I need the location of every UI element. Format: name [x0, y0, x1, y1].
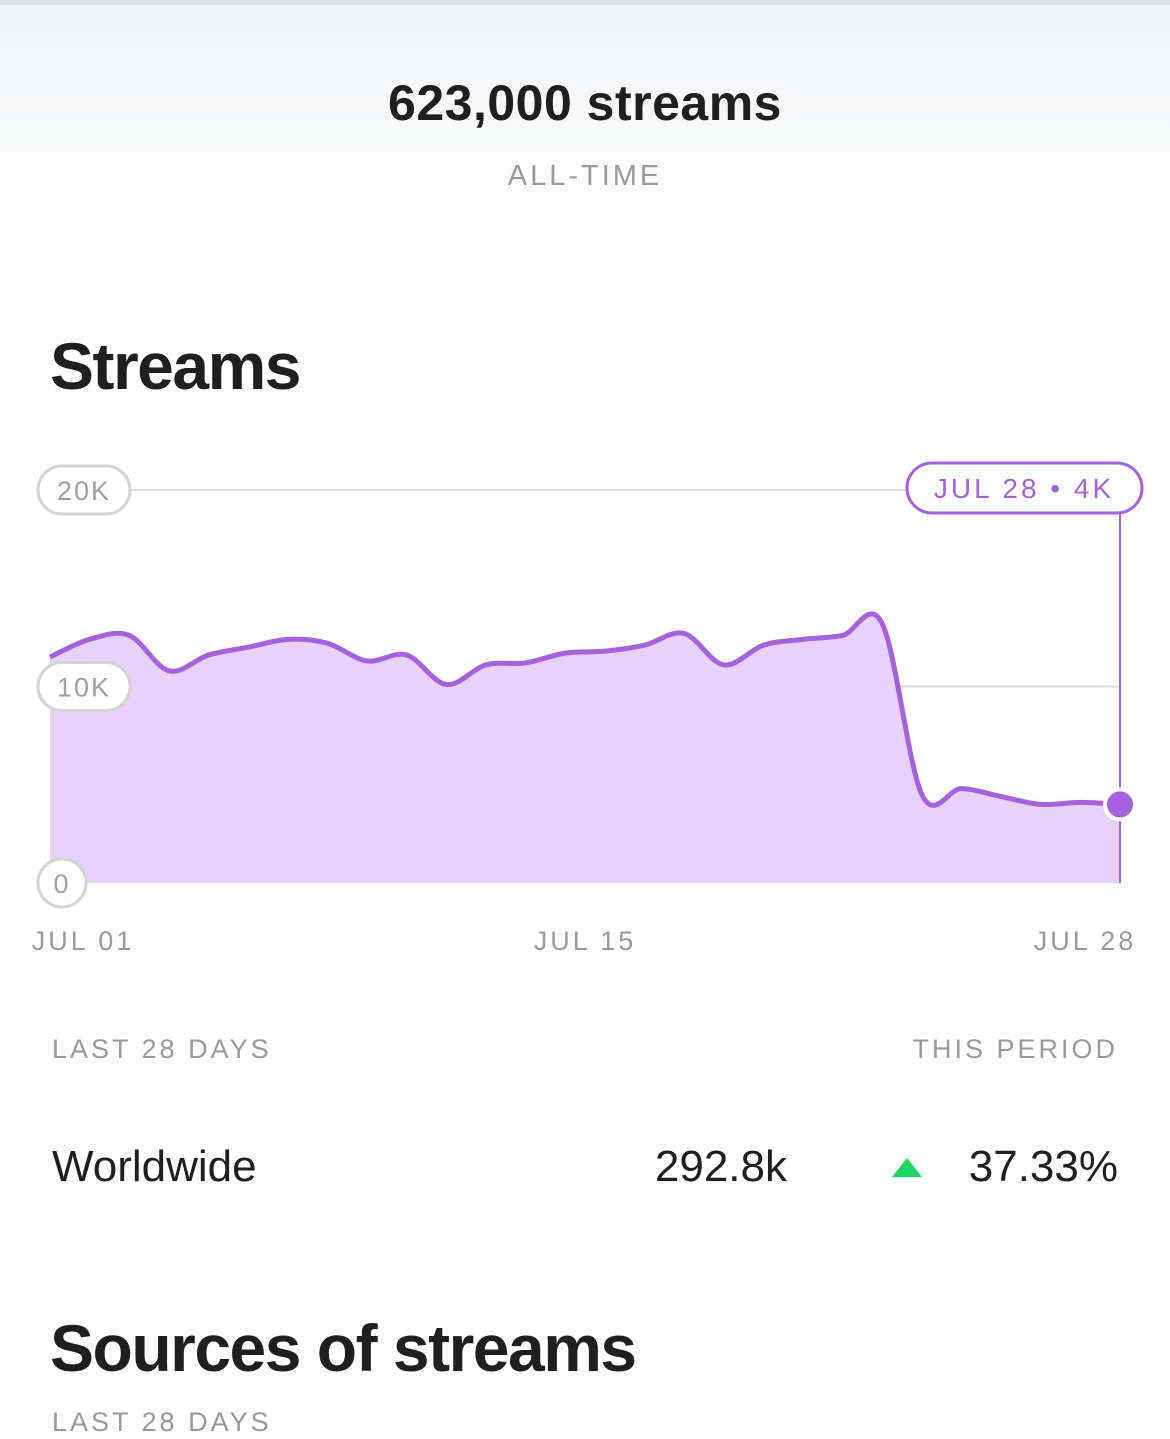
y-tick-pill: [36, 857, 88, 909]
chart-tooltip-box: [905, 461, 1144, 515]
stats-period-label: LAST 28 DAYS: [52, 1034, 272, 1064]
streams-chart[interactable]: 20K 10K 0 JUL 01 JUL 15 JUL 28 JUL 28 • 4K: [0, 450, 1170, 970]
sources-period-label: LAST 28 DAYS: [52, 1407, 272, 1437]
x-axis-ticks: JUL 01 JUL 15 JUL 28: [32, 926, 1137, 956]
x-tick-label-2: JUL 28: [1034, 926, 1137, 956]
stats-region: Worldwide: [52, 1142, 257, 1191]
streams-line: [48, 611, 1121, 808]
chart-highlight-point[interactable]: [1103, 787, 1137, 822]
streams-section-title: Streams: [50, 329, 302, 403]
y-tick-2: 0: [36, 857, 88, 909]
top-divider: [0, 0, 1170, 5]
stats-change-label: THIS PERIOD: [912, 1034, 1118, 1064]
stats-value: 292.8k: [654, 1142, 787, 1191]
y-tick-pill: [36, 464, 132, 516]
streams-area-fill: [50, 613, 1120, 883]
chart-tooltip-label: JUL 28 • 4K: [934, 473, 1114, 504]
x-tick-label-0: JUL 01: [32, 926, 135, 956]
sources-section-title: Sources of streams: [50, 1311, 637, 1385]
y-tick-label: 10K: [57, 673, 111, 703]
y-tick-1: 10K: [36, 661, 132, 712]
total-streams: 623,000 streams: [388, 75, 782, 131]
x-tick-label-1: JUL 15: [534, 926, 637, 956]
trend-up-icon: [892, 1158, 922, 1177]
y-axis-ticks: 20K 10K 0: [36, 464, 132, 909]
total-streams-period: ALL-TIME: [507, 160, 663, 192]
y-tick-label: 0: [53, 869, 70, 899]
stats-change: 37.33%: [968, 1142, 1118, 1191]
y-tick-label: 20K: [57, 476, 111, 506]
chart-tooltip: JUL 28 • 4K: [905, 461, 1144, 515]
y-tick-pill: [36, 661, 132, 712]
y-tick-0: 20K: [36, 464, 132, 516]
